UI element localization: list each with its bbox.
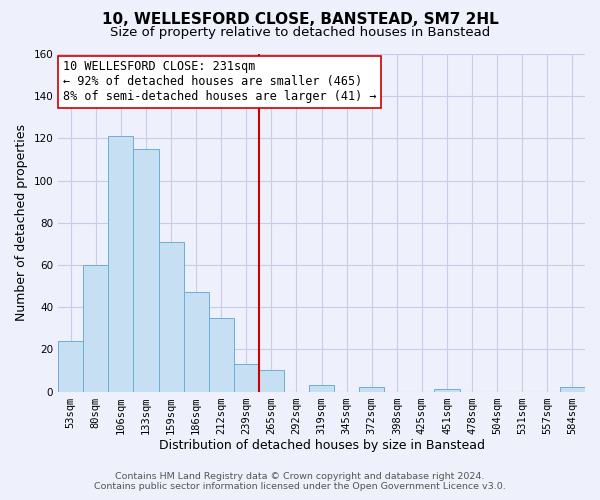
Text: Size of property relative to detached houses in Banstead: Size of property relative to detached ho… (110, 26, 490, 39)
Bar (359, 388, 385, 392)
Bar (83, 265, 109, 392)
Text: Contains HM Land Registry data © Crown copyright and database right 2024.
Contai: Contains HM Land Registry data © Crown c… (94, 472, 506, 491)
Bar (234, 364, 259, 392)
Bar (184, 292, 209, 392)
Bar (133, 149, 158, 392)
Y-axis label: Number of detached properties: Number of detached properties (15, 124, 28, 322)
Text: 10 WELLESFORD CLOSE: 231sqm
← 92% of detached houses are smaller (465)
8% of sem: 10 WELLESFORD CLOSE: 231sqm ← 92% of det… (63, 60, 377, 104)
Bar (58, 341, 83, 392)
Bar (259, 370, 284, 392)
Bar (434, 390, 460, 392)
Bar (209, 318, 234, 392)
Bar (560, 388, 585, 392)
Bar (109, 136, 133, 392)
X-axis label: Distribution of detached houses by size in Banstead: Distribution of detached houses by size … (158, 440, 485, 452)
Bar (309, 386, 334, 392)
Text: 10, WELLESFORD CLOSE, BANSTEAD, SM7 2HL: 10, WELLESFORD CLOSE, BANSTEAD, SM7 2HL (101, 12, 499, 28)
Bar (158, 242, 184, 392)
